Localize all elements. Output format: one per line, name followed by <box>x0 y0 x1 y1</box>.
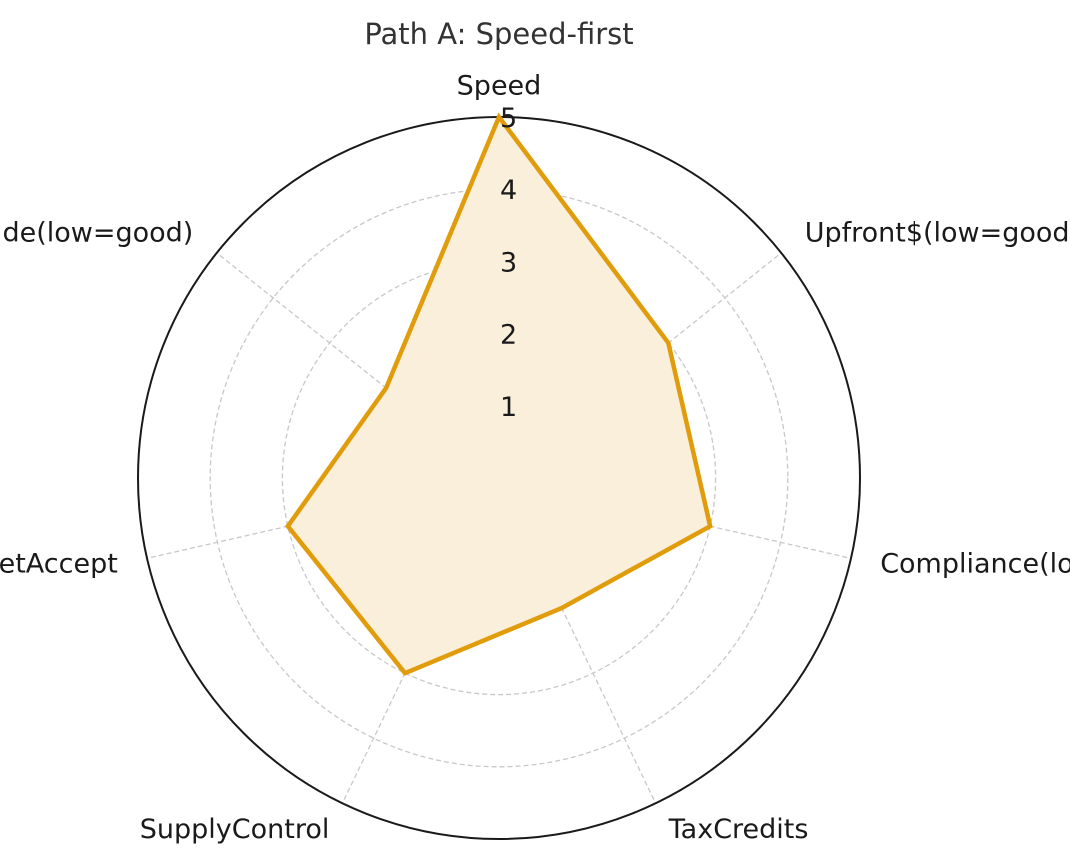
tick-label: 4 <box>500 175 517 206</box>
axis-label: TaxCredits <box>668 814 809 845</box>
axis-label: MarketAccept <box>0 549 118 580</box>
tick-label: 1 <box>500 392 517 423</box>
axis-label: Speed <box>457 71 542 102</box>
axis-labels: Speed Upfront$(low=good) Compliance(low=go… <box>0 71 1070 845</box>
chart-title: Path A: Speed-first <box>364 17 633 51</box>
tick-labels: 1 2 3 4 5 <box>500 103 517 423</box>
tick-label: 3 <box>500 247 517 278</box>
series-fill <box>287 117 711 674</box>
axis-label: Geo/Trade(low=good) <box>0 218 193 249</box>
tick-label: 5 <box>500 103 517 134</box>
axis-label: Compliance(low=good) <box>880 549 1070 580</box>
series-layer <box>285 112 713 676</box>
axis-label: Upfront$(low=good) <box>805 218 1070 249</box>
tick-label: 2 <box>500 320 517 351</box>
series-line <box>285 112 713 676</box>
axis-label: SupplyControl <box>140 814 330 845</box>
